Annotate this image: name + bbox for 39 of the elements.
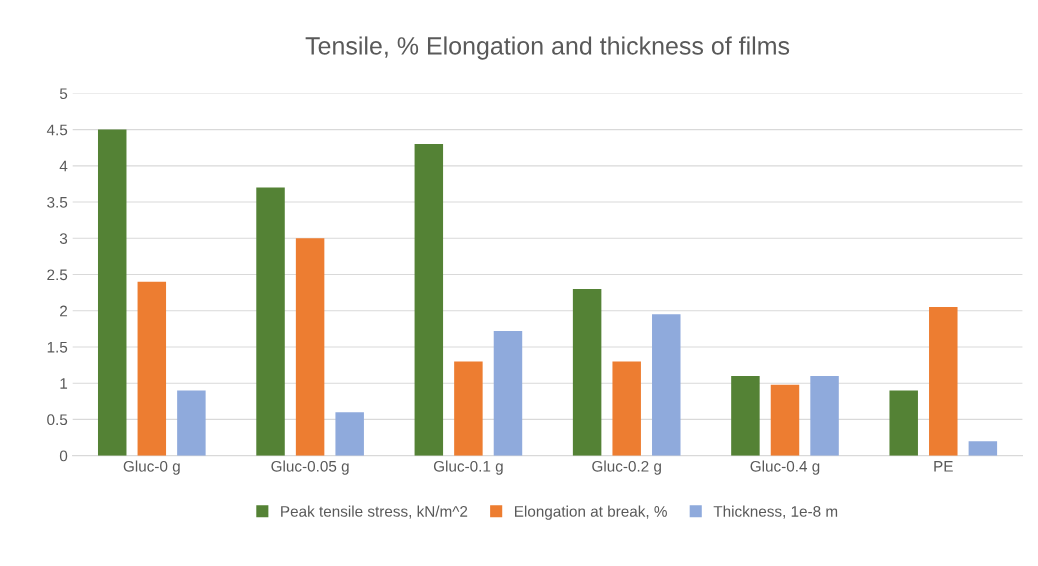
bar [770,384,800,456]
bar [414,144,444,456]
bar [137,281,167,456]
y-tick-label: 2 [60,305,68,317]
bar [454,361,483,456]
bar [97,129,127,456]
y-tick-label: 1.5 [47,341,68,353]
bar [652,314,681,456]
chart-title: Tensile, % Elongation and thickness of films [305,36,790,60]
bar [256,187,285,456]
x-tick-label: Gluc-0.2 g [592,460,661,475]
legend-label: Thickness, 1e-8 m [713,505,838,519]
y-tick-label: 5 [59,88,68,100]
legend-label: Peak tensile stress, kN/m^2 [281,505,468,519]
y-tick-label: 2.5 [47,269,68,281]
bar [929,307,958,456]
bar [335,412,364,456]
x-tick-label: PE [934,461,953,472]
bar [612,361,641,456]
y-tick-label: 3.5 [47,196,68,208]
y-tick-label: 4.5 [46,124,68,136]
y-tick-label: 0 [59,450,68,462]
x-tick-label: Gluc-0.1 g [433,460,503,475]
y-tick-label: 4 [59,160,68,172]
y-tick-label: 3 [59,233,68,244]
x-tick-label: Gluc-0.4 g [750,460,820,475]
x-tick-label: Gluc-0 g [123,460,180,475]
y-tick-label: 1 [60,378,68,389]
bar [572,289,602,456]
bar [177,390,206,456]
bar [295,238,325,456]
bar [493,331,523,456]
y-tick-label: 0.5 [47,414,68,426]
x-tick-label: Gluc-0.05 g [271,460,349,475]
bar [731,375,760,456]
bar [889,390,918,456]
bar [968,441,998,456]
legend-label: Elongation at break, % [515,505,667,520]
bar [810,375,839,456]
